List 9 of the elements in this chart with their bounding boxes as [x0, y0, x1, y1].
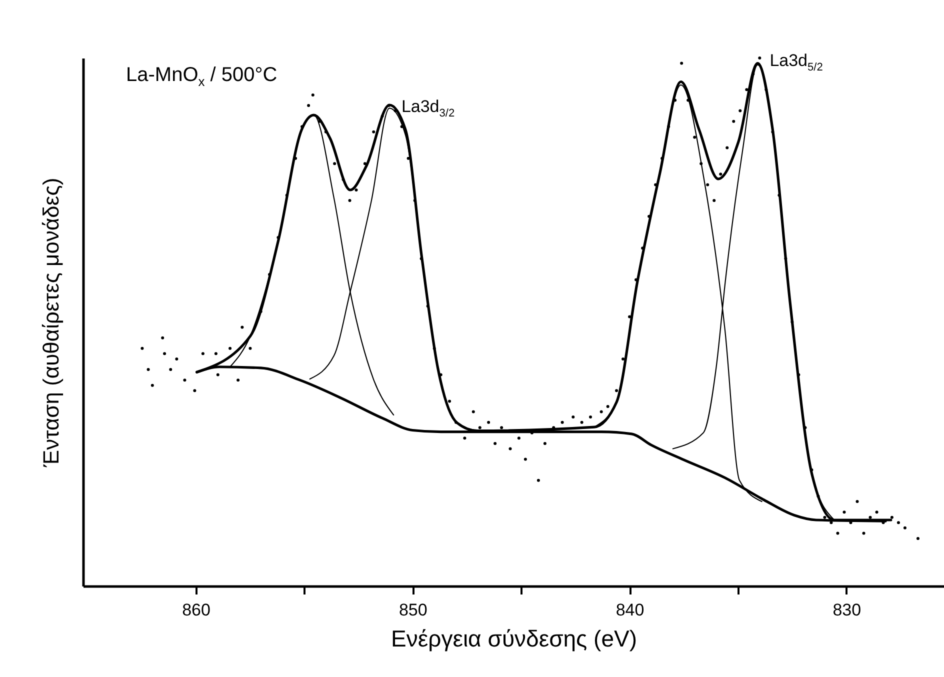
x-tick-label: 840 [616, 600, 644, 620]
y-axis-title: Ένταση (αυθαίρετες μονάδες) [38, 178, 64, 468]
annotation: La3d$_{3/2}$ [401, 96, 455, 119]
x-tick-label: 830 [832, 600, 862, 620]
x-axis-title: Ενέργεια σύνδεσης (eV) [391, 626, 637, 652]
annotation: La3d$_{5/2}$ [770, 51, 823, 74]
chart-title: La-MnO$_{x}$ / 500°C [126, 64, 278, 89]
x-tick-label: 850 [398, 600, 428, 620]
x-tick-label: 860 [182, 600, 210, 620]
